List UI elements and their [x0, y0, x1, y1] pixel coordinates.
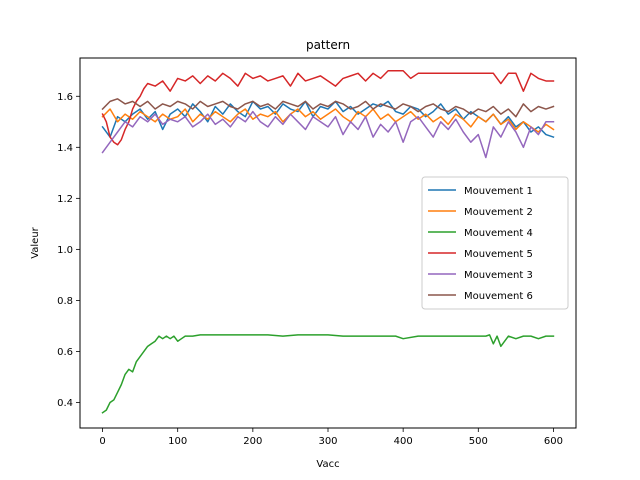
- x-axis-label: Vacc: [316, 459, 339, 470]
- y-axis-ticks: 0.4 0.6 0.8 1.0 1.2 1.4 1.6: [57, 92, 80, 409]
- series-line-4: [101, 70, 555, 146]
- series-line-3: [101, 334, 555, 414]
- y-tick-label: 1.2: [57, 194, 73, 205]
- legend-label: Mouvement 5: [464, 249, 533, 260]
- x-tick-label: 200: [243, 436, 262, 447]
- legend-label: Mouvement 3: [464, 270, 533, 281]
- y-tick-label: 0.4: [57, 398, 73, 409]
- chart-title: pattern: [306, 38, 350, 52]
- legend-label: Mouvement 1: [464, 186, 533, 197]
- y-tick-label: 1.6: [57, 92, 73, 103]
- x-tick-label: 500: [469, 436, 488, 447]
- legend-label: Mouvement 6: [464, 291, 533, 302]
- legend-label: Mouvement 2: [464, 207, 533, 218]
- series-line-6: [101, 98, 555, 118]
- x-axis-ticks: 0 100 200 300 400 500 600: [99, 428, 563, 447]
- y-tick-label: 1.0: [57, 245, 73, 256]
- series-layer: [101, 70, 555, 414]
- y-tick-label: 0.8: [57, 296, 73, 307]
- y-tick-label: 1.4: [57, 143, 73, 154]
- x-tick-label: 400: [394, 436, 413, 447]
- x-tick-label: 300: [318, 436, 337, 447]
- x-tick-label: 0: [99, 436, 105, 447]
- legend: Mouvement 1 Mouvement 2 Mouvement 4 Mouveme…: [421, 176, 569, 310]
- legend-box: [421, 176, 569, 310]
- y-tick-label: 0.6: [57, 347, 73, 358]
- x-tick-label: 100: [168, 436, 187, 447]
- legend-label: Mouvement 4: [464, 228, 533, 239]
- y-axis-label: Valeur: [30, 226, 41, 258]
- series-line-2: [101, 108, 555, 133]
- x-tick-label: 600: [544, 436, 563, 447]
- series-line-5: [101, 110, 555, 159]
